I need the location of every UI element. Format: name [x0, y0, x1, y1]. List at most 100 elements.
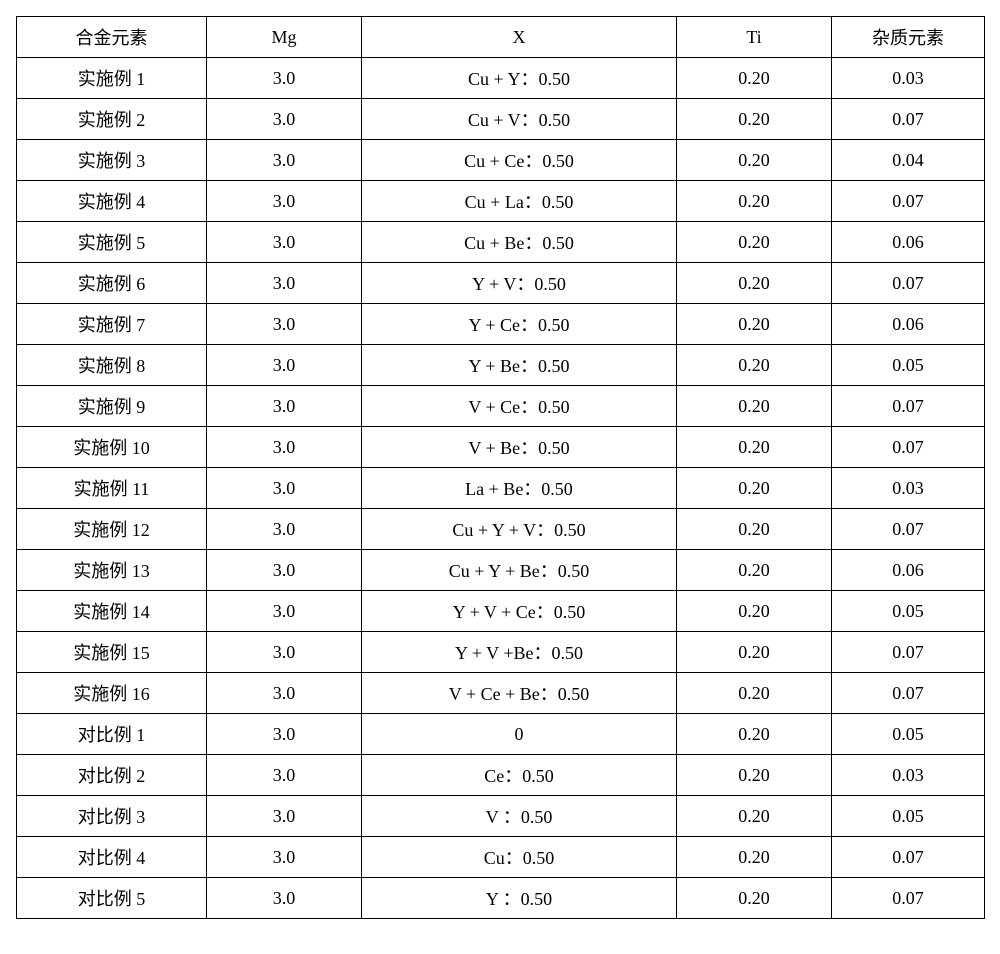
cell-label: 实施例 11 [17, 468, 207, 509]
col-header-ti: Ti [677, 17, 832, 58]
table-row: 实施例 143.0Y + V + Ce：0.500.200.05 [17, 591, 985, 632]
cell-mg: 3.0 [207, 304, 362, 345]
cell-ti: 0.20 [677, 755, 832, 796]
cell-x: La + Be：0.50 [362, 468, 677, 509]
cell-impurity: 0.05 [832, 345, 985, 386]
cell-impurity: 0.07 [832, 181, 985, 222]
cell-impurity: 0.03 [832, 468, 985, 509]
cell-x: Cu + Y：0.50 [362, 58, 677, 99]
cell-impurity: 0.06 [832, 222, 985, 263]
cell-label: 对比例 2 [17, 755, 207, 796]
cell-x: Y + V + Ce：0.50 [362, 591, 677, 632]
cell-mg: 3.0 [207, 509, 362, 550]
cell-mg: 3.0 [207, 58, 362, 99]
cell-mg: 3.0 [207, 550, 362, 591]
table-row: 实施例 63.0Y + V：0.500.200.07 [17, 263, 985, 304]
cell-x: Cu + Ce：0.50 [362, 140, 677, 181]
cell-ti: 0.20 [677, 878, 832, 919]
cell-label: 实施例 7 [17, 304, 207, 345]
cell-x: Cu + V：0.50 [362, 99, 677, 140]
cell-ti: 0.20 [677, 796, 832, 837]
cell-mg: 3.0 [207, 181, 362, 222]
cell-ti: 0.20 [677, 468, 832, 509]
cell-mg: 3.0 [207, 632, 362, 673]
cell-mg: 3.0 [207, 837, 362, 878]
table-body: 实施例 13.0Cu + Y：0.500.200.03实施例 23.0Cu + … [17, 58, 985, 919]
cell-ti: 0.20 [677, 99, 832, 140]
cell-x: Cu + Y + Be：0.50 [362, 550, 677, 591]
table-row: 实施例 13.0Cu + Y：0.500.200.03 [17, 58, 985, 99]
cell-impurity: 0.07 [832, 878, 985, 919]
cell-impurity: 0.07 [832, 263, 985, 304]
col-header-impurity: 杂质元素 [832, 17, 985, 58]
table-header-row: 合金元素 Mg X Ti 杂质元素 [17, 17, 985, 58]
cell-label: 实施例 4 [17, 181, 207, 222]
table-row: 实施例 23.0Cu + V：0.500.200.07 [17, 99, 985, 140]
cell-mg: 3.0 [207, 468, 362, 509]
cell-label: 实施例 1 [17, 58, 207, 99]
cell-impurity: 0.07 [832, 427, 985, 468]
cell-label: 实施例 10 [17, 427, 207, 468]
cell-mg: 3.0 [207, 673, 362, 714]
cell-x: Ce：0.50 [362, 755, 677, 796]
cell-mg: 3.0 [207, 263, 362, 304]
cell-mg: 3.0 [207, 386, 362, 427]
cell-impurity: 0.07 [832, 837, 985, 878]
cell-label: 实施例 8 [17, 345, 207, 386]
cell-x: Y + V：0.50 [362, 263, 677, 304]
cell-impurity: 0.03 [832, 755, 985, 796]
col-header-x: X [362, 17, 677, 58]
cell-x: V + Ce + Be：0.50 [362, 673, 677, 714]
table-row: 实施例 133.0Cu + Y + Be：0.500.200.06 [17, 550, 985, 591]
cell-mg: 3.0 [207, 755, 362, 796]
cell-mg: 3.0 [207, 222, 362, 263]
cell-impurity: 0.06 [832, 550, 985, 591]
cell-x: Cu + Be：0.50 [362, 222, 677, 263]
cell-label: 实施例 5 [17, 222, 207, 263]
cell-mg: 3.0 [207, 140, 362, 181]
cell-label: 对比例 4 [17, 837, 207, 878]
cell-impurity: 0.07 [832, 673, 985, 714]
cell-mg: 3.0 [207, 796, 362, 837]
cell-x: V + Be：0.50 [362, 427, 677, 468]
cell-x: Cu + La：0.50 [362, 181, 677, 222]
cell-ti: 0.20 [677, 58, 832, 99]
table-row: 实施例 113.0La + Be：0.500.200.03 [17, 468, 985, 509]
cell-x: Cu + Y + V：0.50 [362, 509, 677, 550]
cell-impurity: 0.05 [832, 796, 985, 837]
cell-x: Y + V +Be：0.50 [362, 632, 677, 673]
cell-label: 实施例 2 [17, 99, 207, 140]
cell-x: Y + Be：0.50 [362, 345, 677, 386]
cell-label: 实施例 14 [17, 591, 207, 632]
cell-x: 0 [362, 714, 677, 755]
cell-label: 对比例 1 [17, 714, 207, 755]
cell-mg: 3.0 [207, 714, 362, 755]
cell-ti: 0.20 [677, 427, 832, 468]
alloy-composition-table: 合金元素 Mg X Ti 杂质元素 实施例 13.0Cu + Y：0.500.2… [16, 16, 985, 919]
table-row: 实施例 43.0Cu + La：0.500.200.07 [17, 181, 985, 222]
cell-mg: 3.0 [207, 99, 362, 140]
cell-ti: 0.20 [677, 837, 832, 878]
table-row: 实施例 33.0Cu + Ce：0.500.200.04 [17, 140, 985, 181]
cell-impurity: 0.03 [832, 58, 985, 99]
cell-label: 实施例 6 [17, 263, 207, 304]
cell-impurity: 0.05 [832, 714, 985, 755]
cell-x: V ：0.50 [362, 796, 677, 837]
cell-ti: 0.20 [677, 632, 832, 673]
cell-ti: 0.20 [677, 222, 832, 263]
cell-ti: 0.20 [677, 304, 832, 345]
cell-x: Cu：0.50 [362, 837, 677, 878]
cell-label: 实施例 15 [17, 632, 207, 673]
cell-label: 对比例 3 [17, 796, 207, 837]
cell-mg: 3.0 [207, 878, 362, 919]
cell-label: 实施例 12 [17, 509, 207, 550]
cell-ti: 0.20 [677, 140, 832, 181]
cell-impurity: 0.04 [832, 140, 985, 181]
cell-x: V + Ce：0.50 [362, 386, 677, 427]
cell-ti: 0.20 [677, 181, 832, 222]
cell-ti: 0.20 [677, 345, 832, 386]
cell-impurity: 0.07 [832, 509, 985, 550]
cell-impurity: 0.07 [832, 99, 985, 140]
cell-ti: 0.20 [677, 263, 832, 304]
table-row: 对比例 43.0Cu：0.500.200.07 [17, 837, 985, 878]
